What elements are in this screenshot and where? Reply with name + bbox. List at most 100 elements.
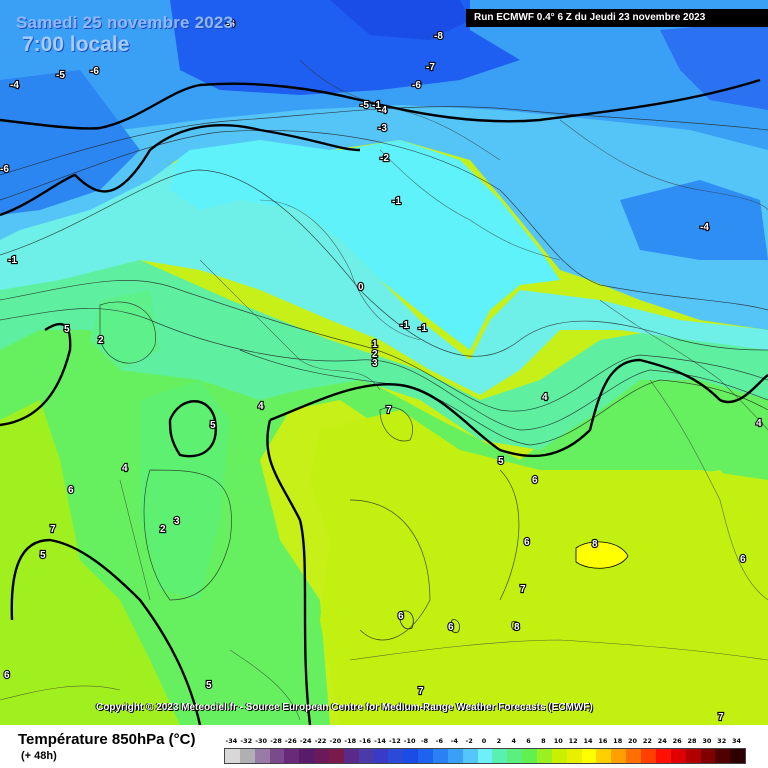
- field-plus5-south: [200, 640, 320, 720]
- field-plus7: [310, 410, 768, 725]
- scale-swatch: [284, 749, 300, 763]
- map-label: -7: [426, 62, 435, 73]
- scale-tick-label: 24: [657, 737, 667, 745]
- scale-tick-label: 8: [541, 737, 546, 745]
- map-label: 8: [592, 539, 598, 550]
- map-label: -3: [378, 123, 387, 134]
- field-plus2: [0, 260, 768, 450]
- legend-title: Température 850hPa (°C): [18, 731, 196, 748]
- map-label: 2: [160, 524, 166, 535]
- scale-tick-label: -6: [435, 737, 444, 745]
- map-label: 4: [756, 418, 762, 429]
- scale-swatch: [403, 749, 419, 763]
- map-label: 7: [50, 524, 56, 535]
- scale-swatch: [537, 749, 552, 763]
- map-label: 4: [542, 392, 548, 403]
- scale-swatch: [566, 749, 582, 763]
- scale-tick-label: -8: [420, 737, 429, 745]
- scale-swatch: [522, 749, 538, 763]
- map-label: 0: [358, 282, 364, 293]
- field-minus6-east: [660, 20, 768, 110]
- scale-swatch: [343, 749, 359, 763]
- color-scale-bar: [224, 748, 746, 764]
- scale-tick-label: -30: [255, 737, 268, 745]
- scale-swatch: [715, 749, 731, 763]
- map-label: 4: [258, 401, 264, 412]
- map-label: 6: [4, 670, 10, 681]
- map-label: 8: [514, 622, 520, 633]
- scale-swatch: [492, 749, 508, 763]
- scale-swatch: [225, 749, 240, 763]
- map-label: -1: [400, 320, 409, 331]
- map-label: 3: [174, 516, 180, 527]
- map-label: 6: [398, 611, 404, 622]
- scale-swatch: [254, 749, 270, 763]
- map-label: -2: [380, 153, 389, 164]
- map-label: -4: [10, 80, 19, 91]
- scale-swatch: [581, 749, 597, 763]
- scale-tick-label: 20: [628, 737, 638, 745]
- map-label: 6: [740, 554, 746, 565]
- map-label: -5: [360, 100, 369, 111]
- field-minus8: [330, 0, 470, 40]
- field-0: [0, 160, 768, 395]
- scale-swatch: [611, 749, 627, 763]
- map-label: 6: [448, 622, 454, 633]
- map-label: 5: [210, 420, 216, 431]
- map-label: -6: [0, 164, 9, 175]
- field-minus5-west: [0, 70, 140, 215]
- forecast-date: Samedi 25 novembre 2023: [16, 13, 234, 32]
- map-label: 1: [372, 339, 378, 350]
- scale-swatch: [655, 749, 671, 763]
- scale-tick-label: 18: [613, 737, 623, 745]
- field-plus8: [575, 541, 629, 569]
- scale-tick-label: 16: [598, 737, 608, 745]
- field-minus2: [0, 100, 768, 330]
- scale-tick-label: 34: [732, 737, 742, 745]
- isotherm-labels: -6 -5 -6 -4 -6 -8 -7 -6 -5 -4 -3 -2 -1 -…: [0, 18, 763, 724]
- scale-swatch: [239, 749, 255, 763]
- scale-tick-label: -16: [359, 737, 372, 745]
- scale-tick-label: -20: [329, 737, 342, 745]
- run-info-banner: Run ECMWF 0.4° 6 Z du Jeudi 23 novembre …: [466, 9, 768, 27]
- map-label: -5: [56, 70, 65, 81]
- map-label: -4: [700, 222, 709, 233]
- forecast-lead-time: (+ 48h): [21, 750, 57, 762]
- map-label: 7: [418, 686, 424, 697]
- scale-swatch: [447, 749, 463, 763]
- scale-tick-label: -4: [450, 737, 458, 745]
- scale-tick-label: 10: [553, 737, 563, 745]
- scale-swatch: [551, 749, 567, 763]
- field-plus3-blob: [90, 290, 160, 370]
- map-label: 6: [524, 537, 530, 548]
- map-label: 2: [372, 349, 378, 360]
- map-label: -6: [90, 66, 99, 77]
- scale-tick-label: 32: [717, 737, 727, 745]
- color-scale-labels: -34 -32 -30 -28 -26 -24 -22 -20 -18 -16 -14 -12 -10-…: [224, 737, 744, 747]
- scale-swatch: [299, 749, 315, 763]
- scale-swatch: [641, 749, 656, 763]
- scale-tick-label: 2: [496, 737, 502, 745]
- scale-swatch: [670, 749, 686, 763]
- bold-isotherms: [0, 78, 768, 725]
- copyright-text: Copyright © 2023 Meteociel.fr - Source E…: [96, 702, 593, 713]
- temperature-map: -6 -5 -6 -4 -6 -8 -7 -6 -5 -4 -3 -2 -1 -…: [0, 0, 768, 725]
- map-label: 5: [498, 456, 504, 467]
- scale-tick-label: -18: [344, 737, 357, 745]
- scale-tick-label: -14: [374, 737, 386, 745]
- scale-tick-label: -26: [284, 737, 297, 745]
- map-label: 5: [40, 550, 46, 561]
- borders: [0, 59, 768, 721]
- map-label: 5: [206, 680, 212, 691]
- scale-swatch: [314, 749, 330, 763]
- scale-tick-label: 28: [687, 737, 697, 745]
- scale-tick-label: -10: [403, 737, 416, 745]
- map-label: 3: [372, 358, 378, 369]
- scale-tick-label: -28: [270, 737, 282, 745]
- scale-tick-label: 26: [672, 737, 682, 745]
- scale-swatch: [507, 749, 523, 763]
- map-label: 7: [718, 712, 724, 723]
- forecast-time: 7:00 locale: [22, 33, 130, 56]
- thin-isotherms: [0, 106, 768, 641]
- scale-swatch: [477, 749, 493, 763]
